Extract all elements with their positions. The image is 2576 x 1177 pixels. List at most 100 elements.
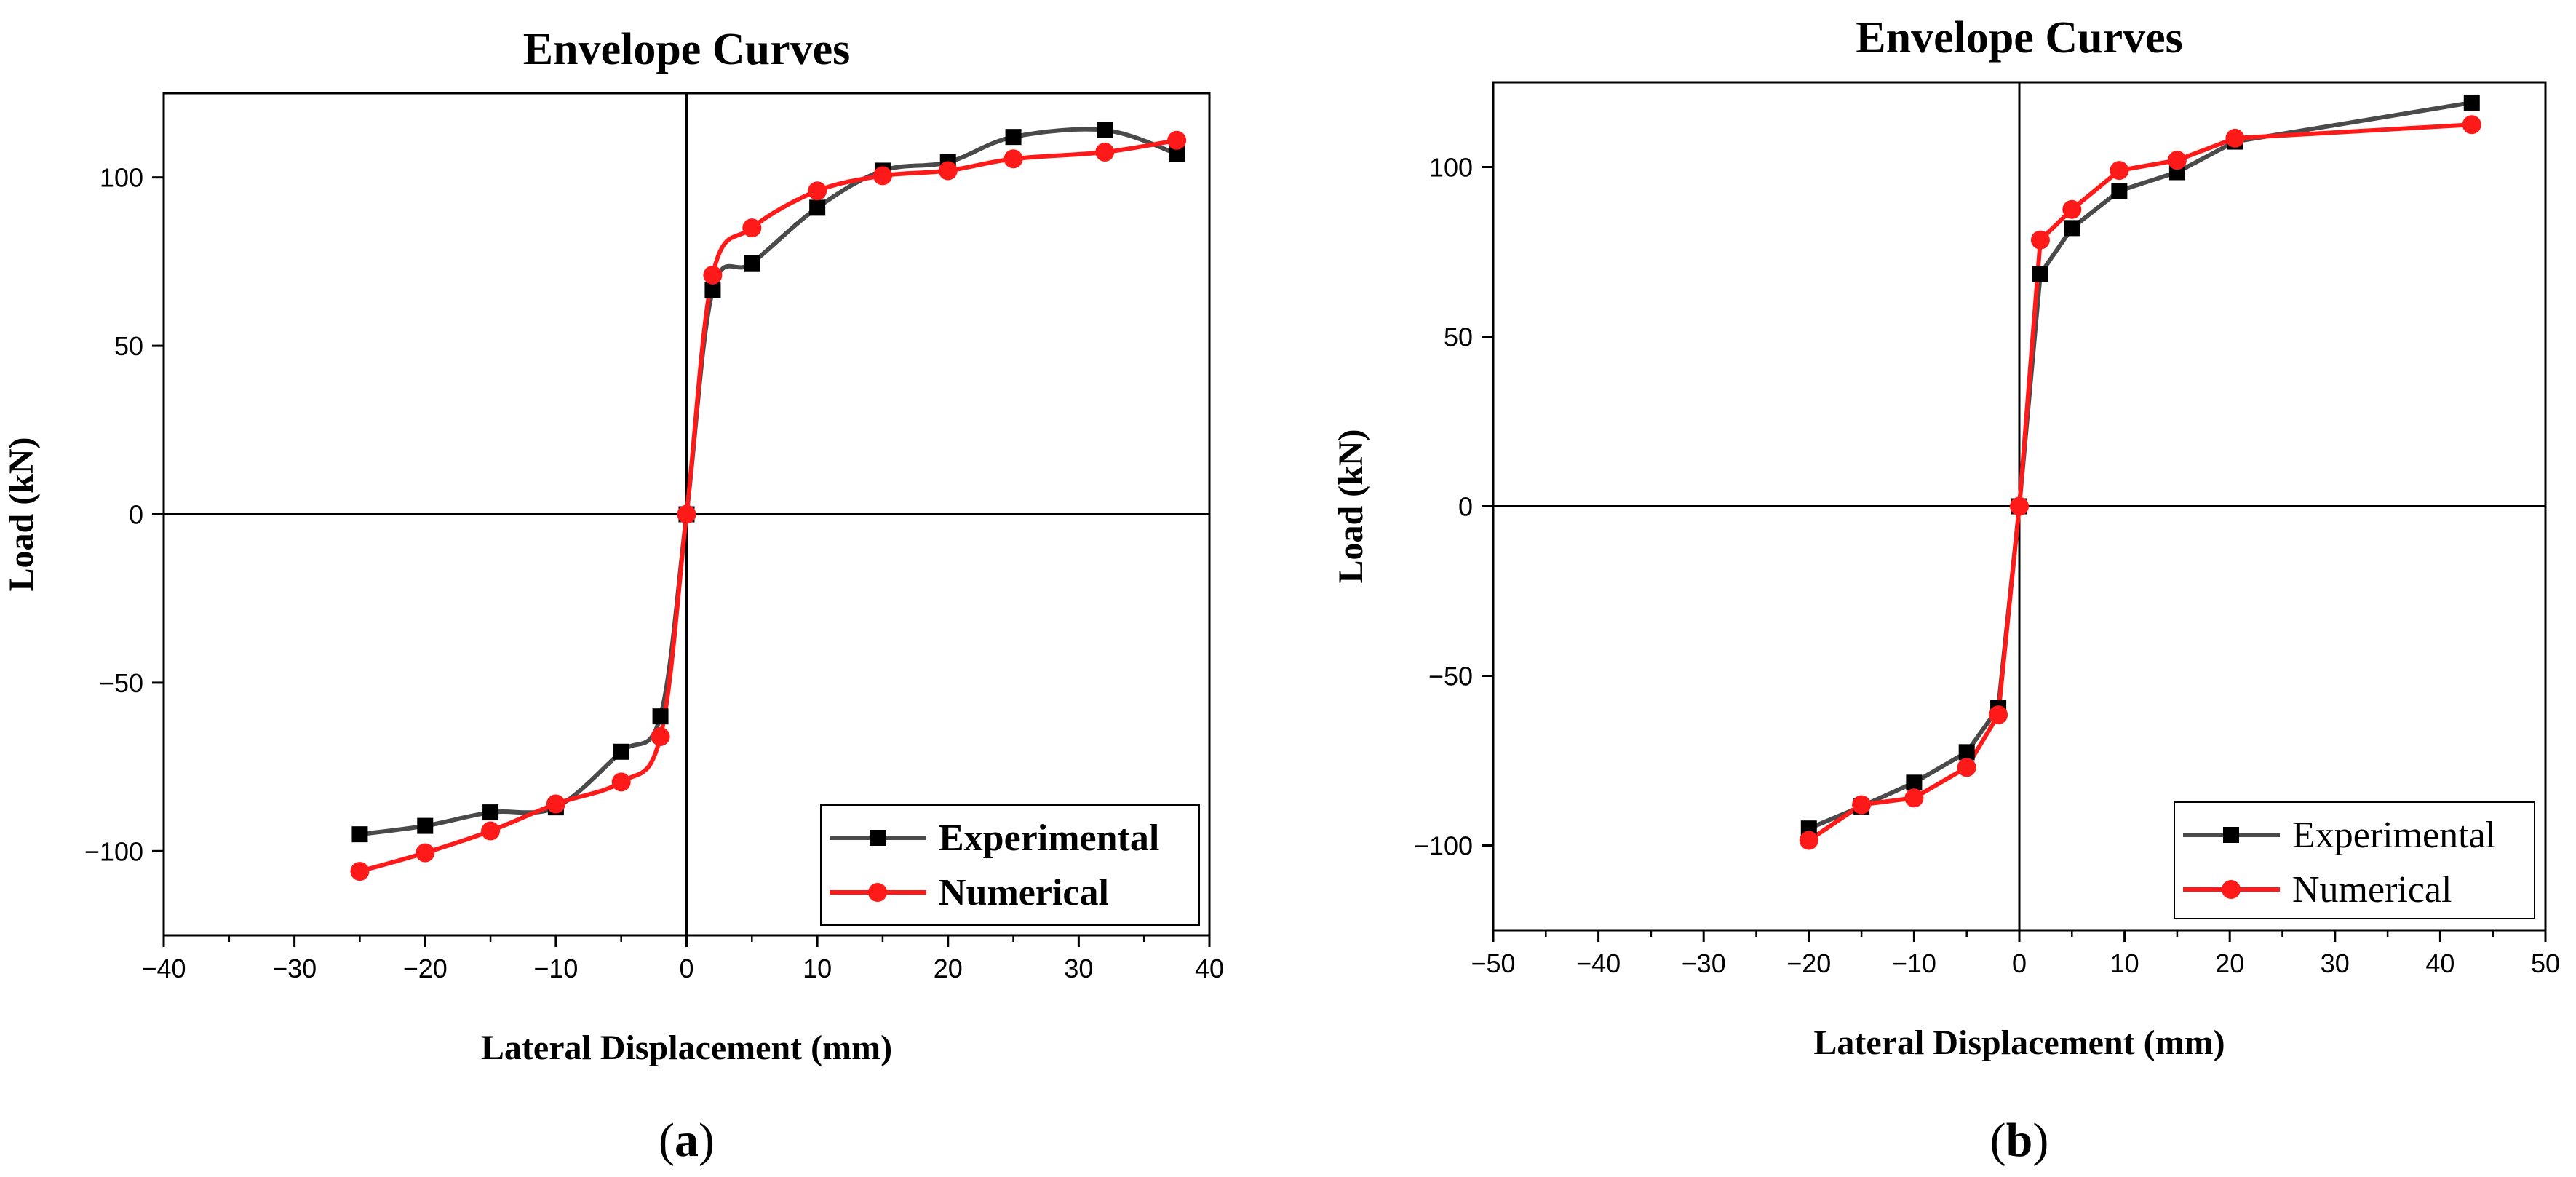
panel-b-chart: Envelope Curves−50 −40 −30 −20 −10 0 10 20 30 40 5…: [1332, 13, 2560, 1167]
y-tick-label-a: 100: [100, 163, 143, 193]
y-tick-label-a: −100: [84, 836, 143, 866]
x-tick-label-a: −20: [403, 954, 448, 983]
data-point-experimental-a: [482, 804, 499, 821]
data-point-numerical-a: [677, 504, 696, 524]
legend-label-experimental-b: Experimental: [2292, 815, 2496, 856]
x-tick-label-a: −40: [141, 954, 186, 983]
panel-a-chart: Envelope Curves−40 −30 −20 −10 0 10 20 30 40−100…: [2, 25, 1224, 1167]
data-point-numerical-b: [1989, 705, 2008, 725]
y-tick-label-b: 100: [1429, 153, 1473, 183]
y-tick-label-b: −100: [1414, 831, 1473, 861]
data-point-experimental-a: [1169, 146, 1185, 162]
legend-marker-numerical-b: [2222, 880, 2241, 899]
x-axis-label-b: Lateral Displacement (mm): [1813, 1023, 2225, 1062]
data-point-numerical-a: [1095, 142, 1115, 162]
panel-label-paren-close-b: ): [2032, 1114, 2048, 1167]
data-point-experimental-b: [1958, 744, 1975, 761]
data-point-numerical-b: [2030, 230, 2050, 250]
x-tick-label-b: 30: [2321, 948, 2350, 978]
data-point-numerical-a: [703, 265, 723, 285]
legend-marker-experimental-a: [870, 830, 886, 846]
x-tick-label-a: 10: [803, 954, 832, 983]
x-tick-label-a: 40: [1195, 954, 1224, 983]
panel-label-letter-b: b: [2006, 1114, 2033, 1167]
data-point-numerical-a: [611, 772, 631, 792]
data-point-experimental-b: [2032, 266, 2048, 282]
x-tick-label-b: −40: [1576, 948, 1621, 978]
data-point-experimental-a: [652, 708, 669, 725]
data-point-experimental-a: [613, 743, 629, 760]
x-tick-label-b: 10: [2110, 948, 2139, 978]
legend-label-numerical-b: Numerical: [2292, 869, 2452, 911]
series-line-experimental-b: [1808, 100, 2473, 831]
data-point-numerical-b: [1799, 831, 1818, 850]
data-point-numerical-a: [938, 161, 958, 181]
panel-label-a: (a): [659, 1114, 715, 1167]
x-tick-label-b: −10: [1892, 948, 1936, 978]
x-tick-label-a: 20: [934, 954, 963, 983]
data-point-experimental-a: [744, 255, 760, 272]
legend-b: Experimental Numerical: [2174, 801, 2535, 919]
chart-title-a: Envelope Curves: [523, 25, 851, 74]
data-point-experimental-a: [1005, 129, 1022, 146]
panel-label-letter-a: a: [675, 1114, 699, 1167]
data-point-numerical-b: [1904, 788, 1924, 808]
data-point-numerical-b: [2010, 496, 2029, 516]
x-tick-label-b: −30: [1682, 948, 1726, 978]
y-axis-label-b: Load (kN): [1332, 429, 1370, 583]
series-line-numerical-b: [1808, 122, 2472, 842]
data-point-numerical-a: [808, 181, 827, 201]
data-point-numerical-a: [651, 726, 670, 746]
data-point-numerical-b: [2462, 115, 2481, 135]
y-tick-label-b: −50: [1428, 662, 1473, 691]
x-tick-label-b: −20: [1786, 948, 1831, 978]
y-tick-label-a: 50: [114, 331, 143, 361]
series-line-numerical-a: [359, 138, 1177, 873]
legend-label-experimental-a: Experimental: [939, 817, 1159, 859]
legend-box-b: [2174, 801, 2535, 919]
data-point-numerical-a: [481, 821, 501, 841]
data-point-experimental-a: [351, 826, 368, 843]
x-tick-label-b: 0: [2012, 948, 2027, 978]
y-tick-label-b: 50: [1444, 322, 1473, 352]
data-point-numerical-a: [1167, 130, 1187, 150]
data-point-experimental-a: [704, 282, 721, 298]
data-point-numerical-b: [2062, 199, 2082, 219]
data-point-numerical-b: [1852, 795, 1872, 815]
legend-marker-numerical-a: [868, 883, 887, 902]
x-tick-label-a: 30: [1064, 954, 1093, 983]
legend-a: Experimental Numerical: [820, 804, 1200, 926]
panel-label-paren-close-a: ): [699, 1114, 715, 1167]
panel-label-paren-open-a: (: [659, 1114, 675, 1167]
x-tick-label-a: −30: [272, 954, 317, 983]
data-point-experimental-b: [1906, 774, 1923, 791]
x-tick-label-b: 40: [2425, 948, 2454, 978]
x-tick-label-b: −50: [1471, 948, 1515, 978]
y-tick-label-a: 0: [129, 500, 143, 530]
data-point-experimental-b: [2111, 183, 2128, 199]
data-point-numerical-a: [1003, 149, 1023, 169]
legend-box-a: [820, 804, 1200, 926]
data-point-experimental-a: [417, 817, 434, 834]
data-point-numerical-a: [872, 166, 892, 186]
data-point-numerical-b: [2225, 128, 2245, 148]
data-point-numerical-b: [1957, 758, 1976, 777]
y-axis-label-a: Load (kN): [2, 437, 41, 591]
panel-label-b: (b): [1990, 1114, 2049, 1167]
data-point-numerical-b: [2167, 151, 2187, 170]
data-point-experimental-b: [2463, 94, 2480, 111]
data-point-experimental-a: [1097, 122, 1113, 138]
legend-label-numerical-a: Numerical: [939, 872, 1109, 914]
panel-label-paren-open-b: (: [1990, 1114, 2006, 1167]
data-point-experimental-a: [809, 199, 826, 216]
y-tick-label-a: −50: [99, 668, 143, 698]
x-tick-label-b: 20: [2215, 948, 2244, 978]
x-tick-label-a: 0: [679, 954, 693, 983]
series-line-experimental-a: [359, 127, 1178, 837]
data-point-numerical-b: [2110, 161, 2129, 181]
x-tick-label-a: −10: [533, 954, 578, 983]
legend-marker-experimental-b: [2223, 827, 2239, 843]
y-tick-label-b: 0: [1458, 492, 1473, 522]
x-tick-label-b: 50: [2531, 948, 2560, 978]
data-point-experimental-b: [2064, 220, 2080, 237]
